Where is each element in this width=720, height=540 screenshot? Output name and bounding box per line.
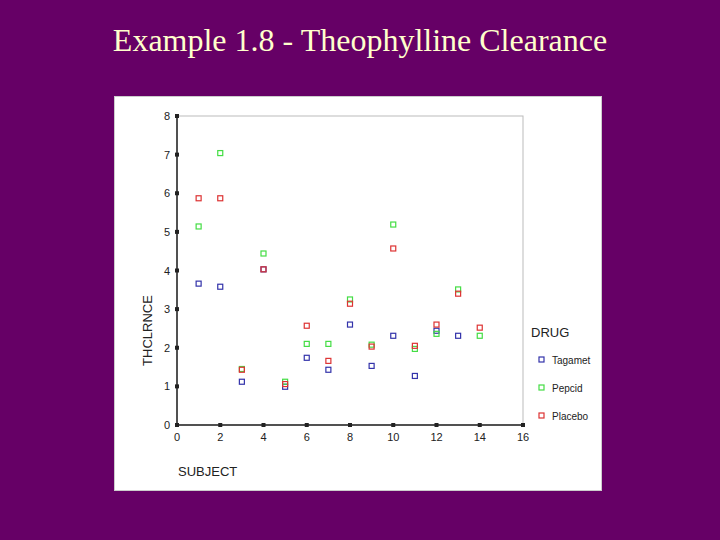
x-tick xyxy=(262,423,266,427)
chart: 0123456780246810121416SUBJECTTHCLRNCEDRU… xyxy=(0,0,720,540)
x-tick xyxy=(478,423,482,427)
point xyxy=(391,246,396,251)
legend-label: Pepcid xyxy=(552,383,583,394)
point xyxy=(456,333,461,338)
point xyxy=(261,251,266,256)
x-tick-label: 16 xyxy=(517,431,529,443)
point xyxy=(326,358,331,363)
point xyxy=(477,325,482,330)
point xyxy=(239,366,244,371)
x-tick xyxy=(521,423,525,427)
point xyxy=(261,267,266,272)
point xyxy=(239,379,244,384)
point xyxy=(326,367,331,372)
x-tick xyxy=(348,423,352,427)
y-tick-label: 8 xyxy=(164,110,170,122)
point xyxy=(304,341,309,346)
x-tick-label: 0 xyxy=(174,431,180,443)
point xyxy=(348,301,353,306)
x-tick xyxy=(305,423,309,427)
point xyxy=(196,281,201,286)
legend-swatch xyxy=(539,385,544,390)
legend-swatch xyxy=(539,413,544,418)
point xyxy=(326,341,331,346)
legend-title: DRUG xyxy=(531,325,569,340)
y-tick-label: 6 xyxy=(164,187,170,199)
legend-label: Placebo xyxy=(552,411,589,422)
point xyxy=(218,196,223,201)
point xyxy=(369,344,374,349)
x-tick xyxy=(391,423,395,427)
point xyxy=(304,355,309,360)
points xyxy=(196,151,482,390)
plot-frame xyxy=(177,116,523,425)
point xyxy=(218,151,223,156)
point xyxy=(304,323,309,328)
point xyxy=(218,284,223,289)
x-tick-label: 10 xyxy=(387,431,399,443)
point xyxy=(283,382,288,387)
point xyxy=(391,333,396,338)
slide-title: Example 1.8 - Theophylline Clearance xyxy=(0,22,720,59)
y-tick xyxy=(175,423,179,427)
x-tick-label: 6 xyxy=(304,431,310,443)
y-tick-label: 5 xyxy=(164,226,170,238)
point xyxy=(261,267,266,272)
y-tick-label: 1 xyxy=(164,380,170,392)
y-tick xyxy=(175,153,179,157)
y-tick xyxy=(175,269,179,273)
y-tick-label: 4 xyxy=(164,265,170,277)
y-tick-label: 2 xyxy=(164,342,170,354)
y-tick xyxy=(175,114,179,118)
point xyxy=(434,331,439,336)
legend-swatch xyxy=(539,357,544,362)
y-tick xyxy=(175,384,179,388)
point xyxy=(456,291,461,296)
point xyxy=(412,343,417,348)
y-axis-label: THCLRNCE xyxy=(140,295,155,366)
x-tick-label: 8 xyxy=(347,431,353,443)
point xyxy=(434,322,439,327)
x-tick-label: 14 xyxy=(474,431,486,443)
x-tick-label: 4 xyxy=(260,431,266,443)
point xyxy=(196,224,201,229)
point xyxy=(348,322,353,327)
x-tick-label: 2 xyxy=(217,431,223,443)
x-tick xyxy=(218,423,222,427)
x-axis-label: SUBJECT xyxy=(178,464,237,479)
point xyxy=(477,333,482,338)
x-tick xyxy=(175,423,179,427)
x-tick xyxy=(435,423,439,427)
x-tick-label: 12 xyxy=(430,431,442,443)
y-tick xyxy=(175,307,179,311)
y-tick xyxy=(175,191,179,195)
point xyxy=(369,363,374,368)
y-tick-label: 3 xyxy=(164,303,170,315)
point xyxy=(391,222,396,227)
y-tick-label: 0 xyxy=(164,419,170,431)
point xyxy=(239,367,244,372)
legend-label: Tagamet xyxy=(552,355,591,366)
y-tick xyxy=(175,346,179,350)
y-tick xyxy=(175,230,179,234)
y-tick-label: 7 xyxy=(164,149,170,161)
point xyxy=(412,373,417,378)
point xyxy=(196,196,201,201)
